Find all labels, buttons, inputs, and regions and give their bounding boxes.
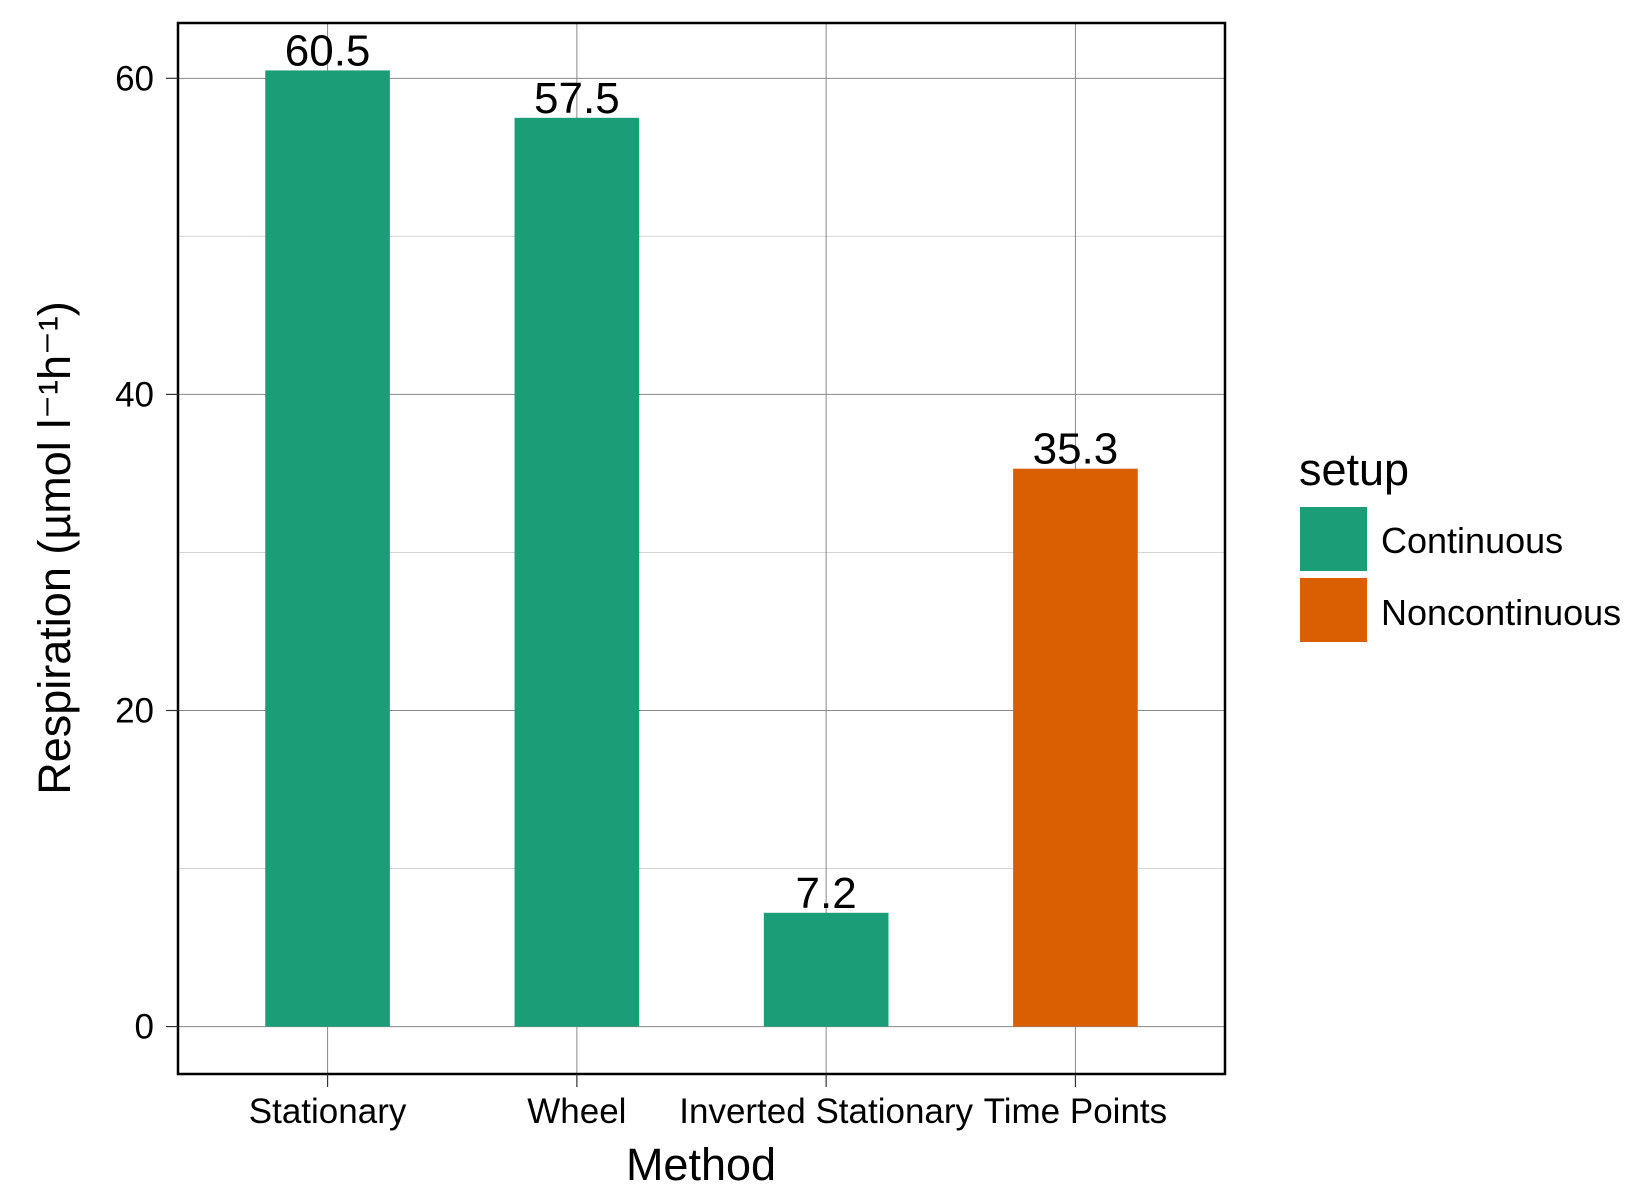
bar-time-points <box>1013 468 1138 1027</box>
bars <box>265 70 1138 1027</box>
data-labels: 60.5 57.5 7.2 35.3 <box>285 26 1118 917</box>
data-label: 60.5 <box>285 26 371 75</box>
legend-label-noncontinuous: Noncontinuous <box>1381 592 1621 633</box>
y-tick-label: 60 <box>115 59 154 98</box>
legend-swatch-continuous <box>1300 507 1367 571</box>
legend-swatch-noncontinuous <box>1300 578 1367 642</box>
x-tick-label: Inverted Stationary <box>679 1092 973 1131</box>
legend-title: setup <box>1299 444 1409 495</box>
data-label: 35.3 <box>1033 425 1119 474</box>
bar-stationary <box>265 70 390 1027</box>
y-tick-label: 0 <box>135 1008 154 1047</box>
legend: setup Continuous Noncontinuous <box>1299 444 1621 642</box>
x-tick-label: Stationary <box>249 1092 407 1131</box>
x-axis-title: Method <box>626 1139 776 1190</box>
data-label: 57.5 <box>534 74 620 123</box>
y-tick-label: 40 <box>115 375 154 414</box>
x-tick-label: Wheel <box>527 1092 626 1131</box>
y-axis-title: Respiration (µmol l⁻¹h⁻¹) <box>29 301 80 795</box>
panel-border <box>176 21 1227 1076</box>
data-label: 7.2 <box>796 869 857 918</box>
legend-label-continuous: Continuous <box>1381 520 1563 561</box>
axes: 0 20 40 60 Stationary Wheel Inverted Stationar… <box>115 21 1227 1131</box>
x-tick-label: Time Points <box>984 1092 1167 1131</box>
bar-wheel <box>514 117 640 1027</box>
bar-inverted-stationary <box>763 912 889 1027</box>
y-tick-label: 20 <box>115 691 154 730</box>
